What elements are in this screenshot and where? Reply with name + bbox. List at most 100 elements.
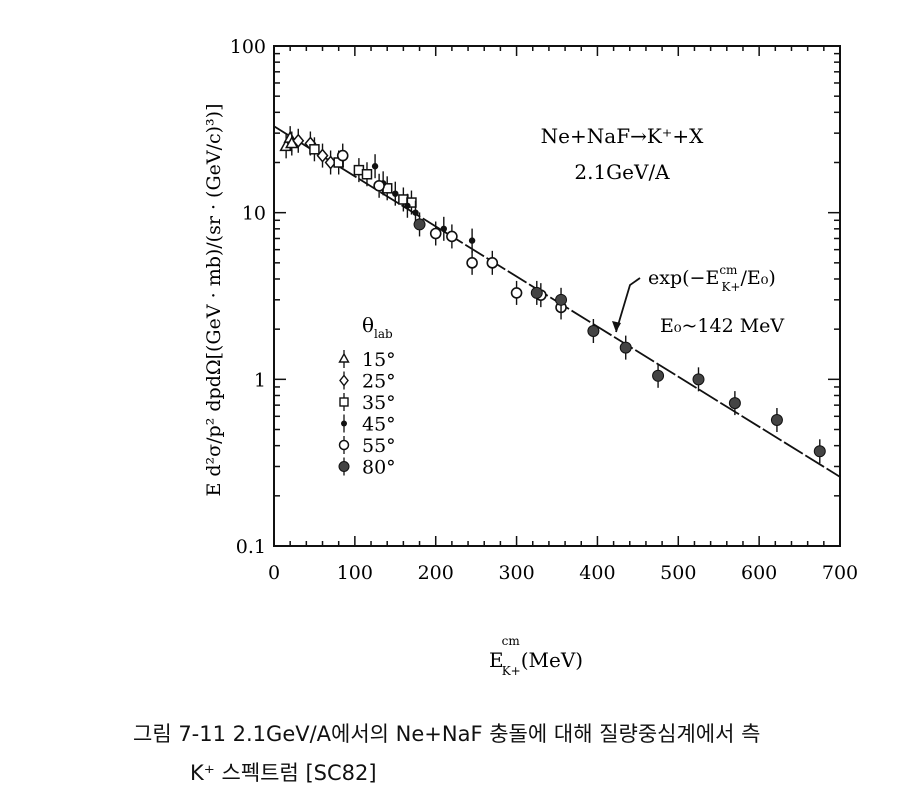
x-tick-label: 700 (822, 562, 858, 584)
marker-shape (413, 218, 426, 231)
data-point (770, 408, 783, 433)
legend-title-sub: lab (374, 327, 393, 341)
y-axis-label: E d²σ/p² dpdΩ[(GeV · mb)/(sr · (GeV/c)³)… (203, 103, 225, 496)
legend-shape (339, 374, 349, 387)
x-tick-label: 400 (579, 562, 615, 584)
marker-shape (361, 169, 373, 180)
marker-shape (555, 293, 568, 306)
marker-shape (440, 225, 447, 233)
legend-entry: 80° (338, 457, 396, 479)
data-point (309, 137, 320, 162)
marker-shape (728, 397, 741, 410)
data-point (692, 367, 705, 392)
x-tick-label: 600 (741, 562, 777, 584)
data-point (468, 228, 476, 253)
data-point (587, 318, 600, 343)
legend-shape (338, 352, 350, 363)
marker-shape (446, 230, 458, 243)
marker-shape (292, 133, 305, 148)
legend-label: 15° (362, 349, 396, 371)
x-tick-label: 300 (498, 562, 534, 584)
x-axis-label-unit: (MeV) (521, 648, 583, 672)
marker-shape (770, 414, 783, 427)
data-point (446, 224, 458, 249)
legend-entry: 15° (338, 349, 396, 371)
plot-frame (273, 45, 841, 547)
data-point (371, 154, 379, 179)
y-tick-label: 0.1 (236, 536, 266, 558)
x-axis-label-sup: cm (502, 634, 521, 648)
legend-label: 80° (362, 457, 396, 479)
legend-marker (338, 436, 350, 454)
data-point (429, 221, 442, 246)
data-point (510, 280, 523, 305)
x-tick-label: 200 (418, 562, 454, 584)
legend-marker (338, 457, 350, 476)
marker-shape (336, 149, 349, 162)
y-tick-label: 1 (254, 369, 266, 391)
fit-arrow-line (615, 277, 641, 333)
data-point (652, 363, 665, 388)
marker-shape (466, 257, 478, 269)
marker-shape (813, 445, 826, 458)
x-axis-label: Ecm K+(MeV) (489, 634, 583, 678)
legend-shape (339, 397, 349, 407)
chart: 0 100 200 300 400 500 600 700 0.1 1 10 100 E d²σ/p²… (203, 36, 858, 678)
data-point (373, 173, 385, 198)
data-point (292, 128, 305, 153)
axis-tick-labels: 0 100 200 300 400 500 600 700 0.1 1 10 100 (230, 36, 858, 584)
data-point (555, 287, 568, 312)
legend-label: 55° (362, 435, 396, 457)
data-point (361, 162, 373, 187)
data-point (486, 250, 499, 275)
data-point (413, 212, 426, 237)
fit-formula-label: exp(−Ecm K+/E₀) (648, 263, 776, 294)
fit-formula-sub: K+ (721, 280, 740, 294)
legend-shape (341, 420, 347, 427)
marker-shape (530, 286, 543, 299)
legend-marker (341, 414, 347, 433)
data-point (530, 280, 543, 305)
x-tick-label: 100 (337, 562, 373, 584)
legend-entry: 45° (341, 414, 396, 436)
legend-title-main: θ (362, 313, 374, 337)
y-tick-label: 10 (242, 203, 266, 225)
marker-shape (619, 341, 632, 354)
data-point (619, 335, 632, 360)
legend-entry: 35° (339, 392, 396, 414)
legend-title: θlab (362, 313, 393, 341)
legend-entry: 25° (339, 371, 396, 393)
energy-annotation: 2.1GeV/A (574, 160, 670, 184)
marker-shape (652, 369, 665, 382)
data-point (404, 193, 411, 218)
reaction-annotation: Ne+NaF→K⁺+X (541, 124, 704, 148)
axis-ticks (273, 46, 841, 547)
fit-formula-main: exp(−E (648, 267, 719, 289)
marker-shape (692, 373, 705, 386)
legend-shape (338, 439, 350, 451)
x-axis-label-main: E (489, 648, 504, 672)
fit-arrow-head (612, 321, 621, 332)
fit-formula-tail: /E₀) (740, 267, 775, 289)
data-point (336, 143, 349, 168)
marker-shape (486, 257, 499, 269)
marker-shape (392, 190, 399, 197)
legend: 15°25°35°45°55°80° (338, 349, 396, 479)
e0-annotation: E₀~142 MeV (660, 315, 784, 337)
legend-label: 45° (362, 414, 396, 436)
marker-shape (587, 324, 600, 337)
marker-shape (429, 227, 442, 240)
data-point (813, 439, 826, 464)
legend-marker (338, 350, 350, 368)
figure-caption-line2: K⁺ 스펙트럼 [SC82] (190, 761, 377, 785)
x-axis-label-sub: K+ (502, 664, 521, 678)
marker-shape (510, 287, 523, 299)
marker-shape (371, 163, 379, 170)
legend-label: 35° (362, 392, 396, 414)
legend-marker (339, 393, 349, 411)
figure-caption-line1: 그림 7-11 2.1GeV/A에서의 Ne+NaF 충돌에 대해 질량중심계에… (133, 722, 761, 746)
x-tick-label: 0 (268, 562, 280, 584)
x-tick-label: 500 (660, 562, 696, 584)
marker-shape (404, 202, 411, 209)
legend-shape (338, 461, 350, 472)
